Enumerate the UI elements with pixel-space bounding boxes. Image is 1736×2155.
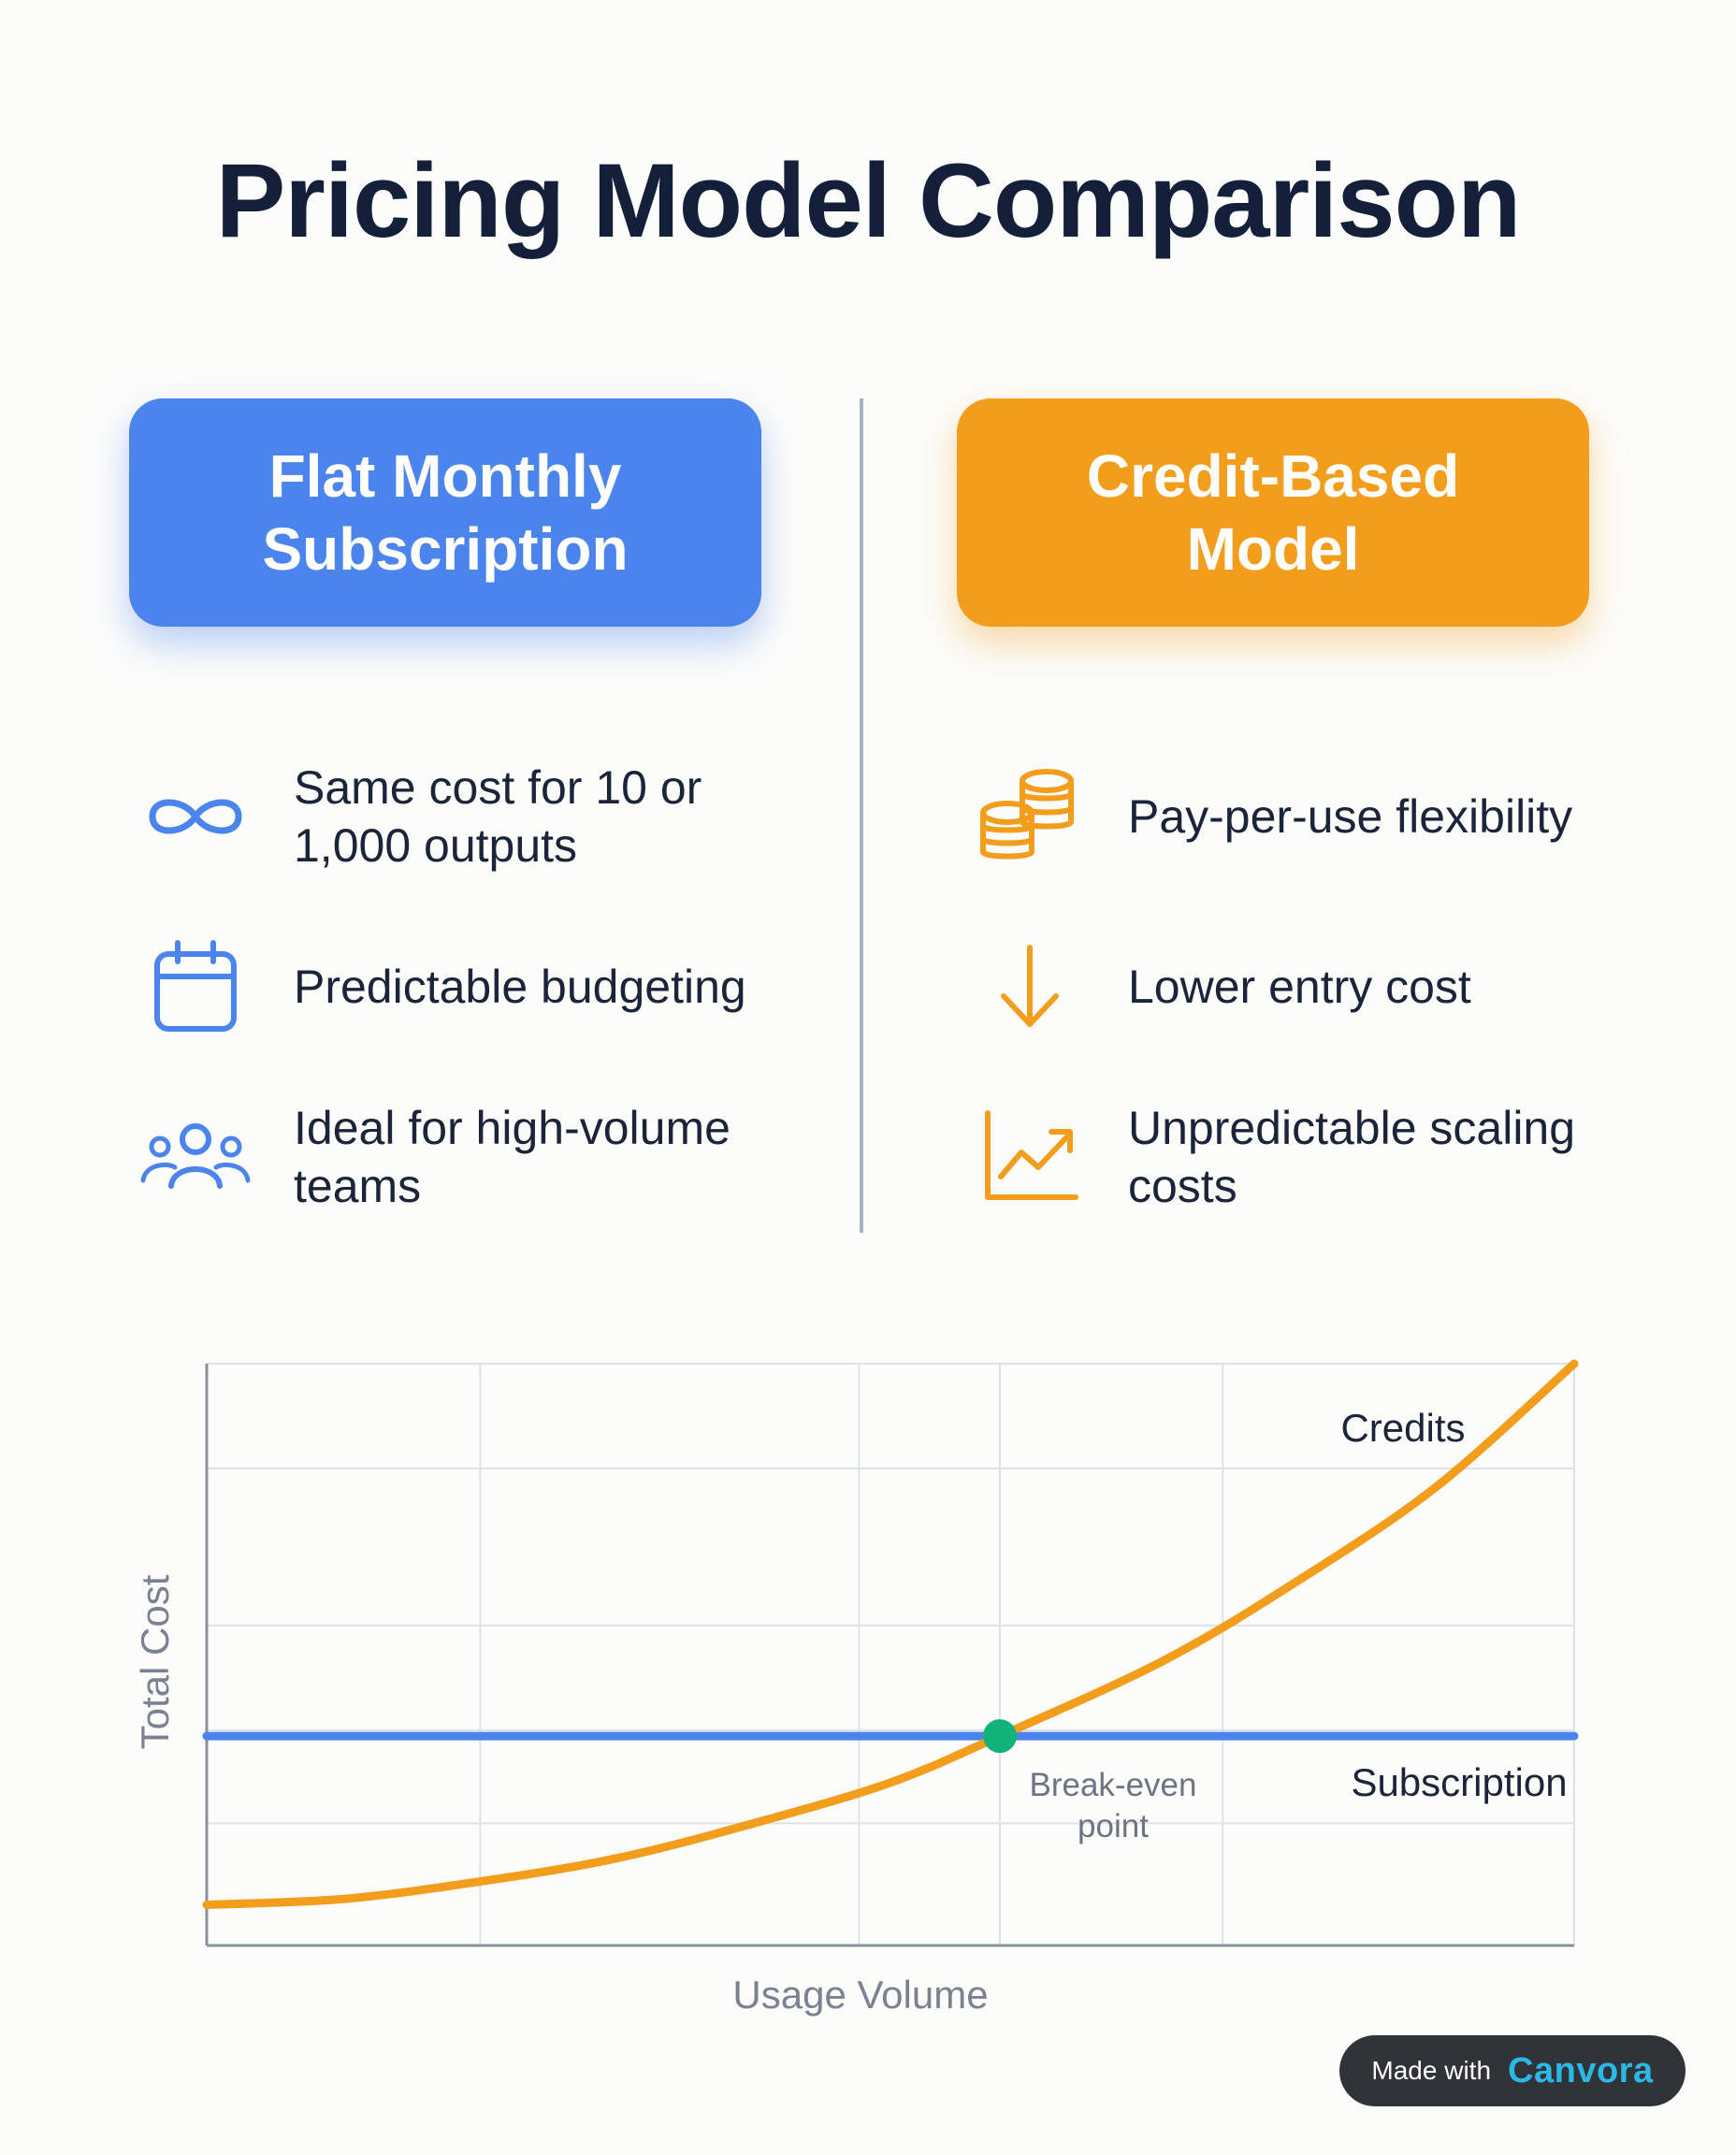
made-with-text: Made with bbox=[1371, 2056, 1492, 2085]
brand-logo: Canvora bbox=[1508, 2050, 1654, 2090]
infinity-icon bbox=[135, 756, 256, 877]
feature-item: Pay-per-use flexibility bbox=[969, 756, 1652, 877]
feature-text: Lower entry cost bbox=[1128, 961, 1471, 1013]
credits-curve bbox=[202, 1359, 1579, 1909]
break-even-label-line1: Break-even bbox=[1030, 1767, 1197, 1803]
subscription-heading: Flat Monthly Subscription bbox=[129, 398, 761, 627]
coins-icon bbox=[969, 756, 1091, 877]
arrow-down-icon bbox=[969, 926, 1091, 1048]
calendar-icon bbox=[135, 926, 256, 1048]
feature-text: Predictable budgeting bbox=[294, 961, 746, 1013]
feature-text: Unpredictable scaling costs bbox=[1128, 1102, 1576, 1212]
team-icon bbox=[135, 1096, 256, 1218]
credit-heading-line2: Model bbox=[1186, 515, 1360, 583]
cost-chart-svg: Total Cost Usage Volume Credits Subscrip… bbox=[133, 1359, 1579, 2017]
credit-heading: Credit-Based Model bbox=[957, 398, 1589, 627]
feature-text: Pay-per-use flexibility bbox=[1128, 790, 1573, 843]
y-axis-label: Total Cost bbox=[133, 1574, 177, 1749]
feature-item: Same cost for 10 or 1,000 outputs bbox=[135, 756, 817, 877]
credit-heading-line1: Credit-Based bbox=[1086, 442, 1460, 510]
credits-series-label: Credits bbox=[1340, 1406, 1465, 1450]
cost-chart: Total Cost Usage Volume Credits Subscrip… bbox=[0, 1309, 1736, 2058]
feature-item: Predictable budgeting bbox=[135, 926, 817, 1048]
made-with-badge[interactable]: Made with Canvora bbox=[1339, 2035, 1685, 2106]
feature-text: Same cost for 10 or 1,000 outputs bbox=[294, 761, 702, 872]
feature-item: Ideal for high-volume teams bbox=[135, 1096, 817, 1218]
feature-item: Lower entry cost bbox=[969, 926, 1652, 1048]
column-divider bbox=[860, 398, 863, 1233]
break-even-marker bbox=[982, 1719, 1017, 1754]
feature-item: Unpredictable scaling costs bbox=[969, 1096, 1652, 1218]
break-even-label-line2: point bbox=[1078, 1808, 1149, 1844]
x-axis-label: Usage Volume bbox=[732, 1973, 988, 2017]
subscription-series-label: Subscription bbox=[1351, 1760, 1567, 1804]
page-title: Pricing Model Comparison bbox=[215, 142, 1522, 259]
feature-text: Ideal for high-volume teams bbox=[294, 1102, 731, 1212]
chart-grid bbox=[207, 1363, 1575, 1945]
trend-up-icon bbox=[969, 1096, 1091, 1218]
subscription-heading-line1: Flat Monthly bbox=[268, 442, 622, 510]
subscription-heading-line2: Subscription bbox=[262, 515, 629, 583]
